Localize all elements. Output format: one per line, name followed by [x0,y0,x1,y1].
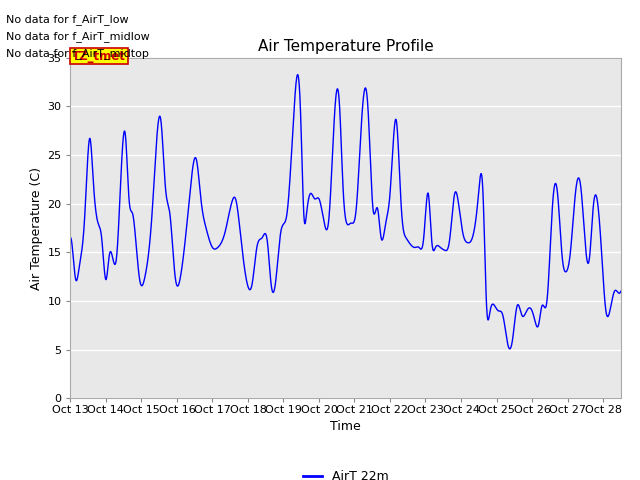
Text: No data for f_AirT_low: No data for f_AirT_low [6,14,129,25]
Title: Air Temperature Profile: Air Temperature Profile [258,39,433,54]
Text: No data for f_AirT_midlow: No data for f_AirT_midlow [6,31,150,42]
X-axis label: Time: Time [330,420,361,432]
Legend: AirT 22m: AirT 22m [298,465,394,480]
Text: TZ_tmet: TZ_tmet [72,49,126,62]
Text: No data for f_AirT_midtop: No data for f_AirT_midtop [6,48,149,59]
Y-axis label: Air Temperature (C): Air Temperature (C) [30,167,43,289]
